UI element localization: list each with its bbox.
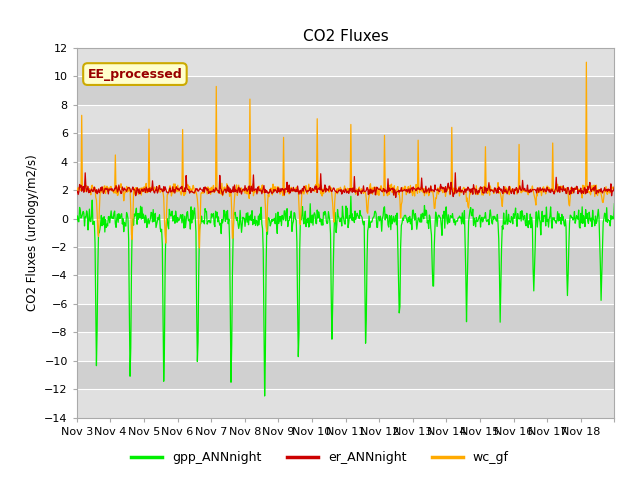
- Title: CO2 Fluxes: CO2 Fluxes: [303, 29, 388, 44]
- Bar: [77, 247, 614, 276]
- er_ANNnight: [262, 187, 269, 192]
- Bar: [77, 304, 614, 332]
- Line: wc_gf: wc_gf: [77, 62, 614, 248]
- wc_gf: [136, 186, 144, 192]
- gpp_ANNnight: [433, 213, 440, 218]
- Text: EE_processed: EE_processed: [88, 68, 182, 81]
- wc_gf: [402, 184, 410, 190]
- gpp_ANNnight: [261, 393, 269, 399]
- gpp_ANNnight: [136, 215, 144, 220]
- Bar: [77, 218, 614, 247]
- wc_gf: [611, 185, 618, 191]
- Y-axis label: CO2 Fluxes (urology/m2/s): CO2 Fluxes (urology/m2/s): [26, 155, 38, 311]
- er_ANNnight: [235, 184, 243, 190]
- er_ANNnight: [402, 188, 410, 193]
- wc_gf: [262, 223, 270, 228]
- gpp_ANNnight: [347, 193, 355, 199]
- gpp_ANNnight: [611, 201, 618, 206]
- wc_gf: [282, 185, 290, 191]
- wc_gf: [73, 185, 81, 191]
- er_ANNnight: [392, 194, 399, 200]
- gpp_ANNnight: [282, 211, 290, 216]
- er_ANNnight: [432, 187, 440, 192]
- Bar: [77, 276, 614, 304]
- wc_gf: [432, 195, 440, 201]
- Line: er_ANNnight: er_ANNnight: [77, 173, 614, 197]
- wc_gf: [196, 245, 204, 251]
- Bar: [77, 190, 614, 218]
- Bar: [77, 332, 614, 361]
- Bar: [77, 162, 614, 190]
- Bar: [77, 133, 614, 162]
- er_ANNnight: [136, 191, 144, 197]
- Bar: [77, 389, 614, 418]
- er_ANNnight: [611, 184, 618, 190]
- Line: gpp_ANNnight: gpp_ANNnight: [77, 196, 614, 396]
- er_ANNnight: [282, 186, 289, 192]
- Legend: gpp_ANNnight, er_ANNnight, wc_gf: gpp_ANNnight, er_ANNnight, wc_gf: [126, 446, 514, 469]
- Bar: [77, 361, 614, 389]
- er_ANNnight: [73, 189, 81, 195]
- wc_gf: [236, 188, 243, 193]
- Bar: [77, 76, 614, 105]
- gpp_ANNnight: [403, 215, 410, 221]
- gpp_ANNnight: [73, 217, 81, 223]
- gpp_ANNnight: [235, 226, 243, 231]
- gpp_ANNnight: [262, 268, 270, 274]
- Bar: [77, 48, 614, 76]
- er_ANNnight: [451, 170, 459, 176]
- wc_gf: [582, 60, 590, 65]
- Bar: [77, 105, 614, 133]
